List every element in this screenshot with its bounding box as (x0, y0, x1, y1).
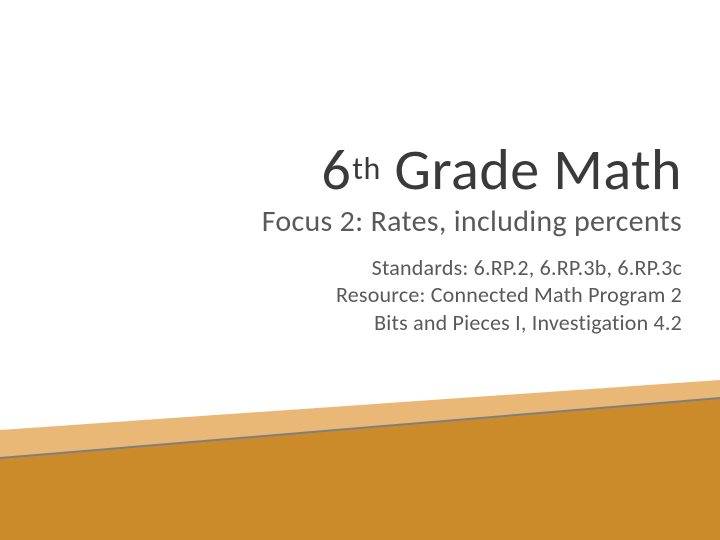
band-divider-line (0, 398, 720, 458)
content-block: 6th Grade Math Focus 2: Rates, including… (120, 140, 682, 336)
decorative-band (0, 380, 720, 540)
title-number: 6 (321, 134, 351, 205)
body-line-3: Bits and Pieces I, Investigation 4.2 (120, 309, 682, 337)
body-line-1: Standards: 6.RP.2, 6.RP.3b, 6.RP.3c (120, 254, 682, 282)
title-ordinal-superscript: th (352, 149, 381, 188)
title-rest: Grade Math (381, 134, 682, 205)
slide: 6th Grade Math Focus 2: Rates, including… (0, 0, 720, 540)
body-line-2: Resource: Connected Math Program 2 (120, 281, 682, 309)
slide-title: 6th Grade Math (120, 140, 682, 201)
slide-subtitle: Focus 2: Rates, including percents (120, 203, 682, 240)
slide-body: Standards: 6.RP.2, 6.RP.3b, 6.RP.3c Reso… (120, 254, 682, 337)
band-main-shape (0, 398, 720, 540)
band-light-shape (0, 380, 720, 540)
